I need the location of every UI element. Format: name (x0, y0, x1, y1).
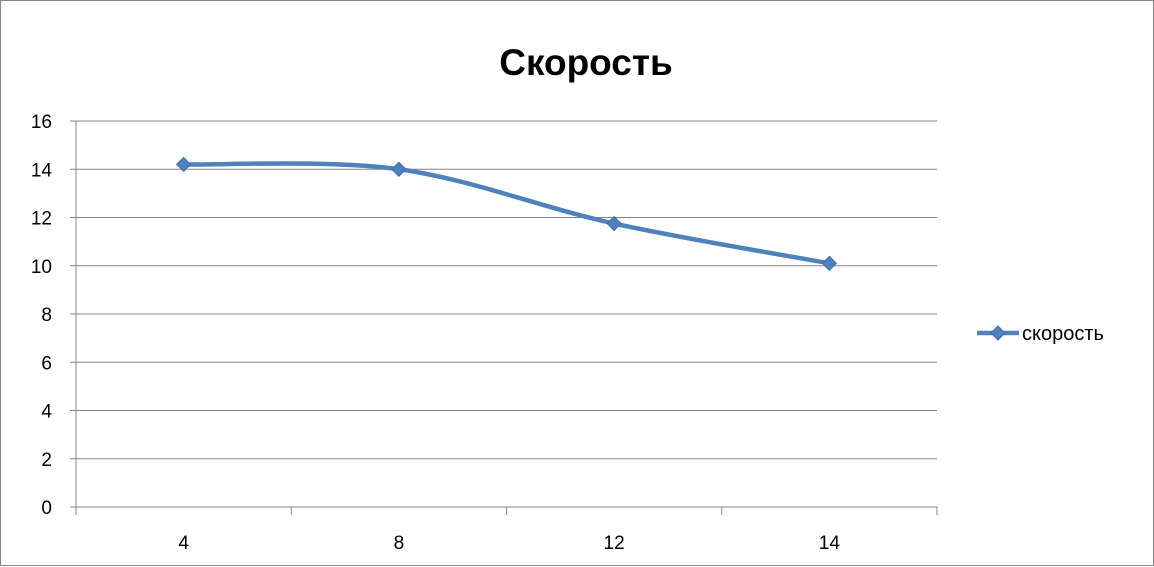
legend: скорость (977, 323, 1104, 345)
x-tick-label: 12 (604, 533, 625, 554)
y-tick-label: 6 (41, 353, 52, 374)
chart-title: Скорость (499, 42, 673, 83)
y-tick-labels: 0 2 4 6 8 10 12 14 16 (31, 112, 53, 519)
legend-label: скорость (1022, 323, 1104, 345)
y-tick-label: 10 (31, 257, 52, 278)
series-line (184, 163, 830, 263)
y-tick-label: 2 (41, 450, 52, 471)
y-tick-label: 16 (31, 112, 52, 133)
y-tick-label: 8 (41, 305, 52, 326)
legend-swatch-marker (991, 326, 1005, 340)
data-point-marker (392, 162, 406, 176)
y-tick-label: 12 (31, 209, 52, 230)
x-tick-label: 4 (178, 533, 189, 554)
series-layer (177, 157, 837, 270)
data-point-marker (607, 217, 621, 231)
x-tick-label: 8 (394, 533, 405, 554)
x-tick-label: 14 (819, 533, 841, 554)
gridlines (76, 121, 937, 459)
y-tick-label: 0 (41, 498, 52, 519)
axes (70, 121, 937, 515)
x-tick-labels: 4 8 12 14 (178, 533, 840, 554)
y-tick-label: 14 (31, 160, 53, 181)
data-point-marker (822, 256, 836, 270)
y-tick-label: 4 (41, 402, 52, 423)
